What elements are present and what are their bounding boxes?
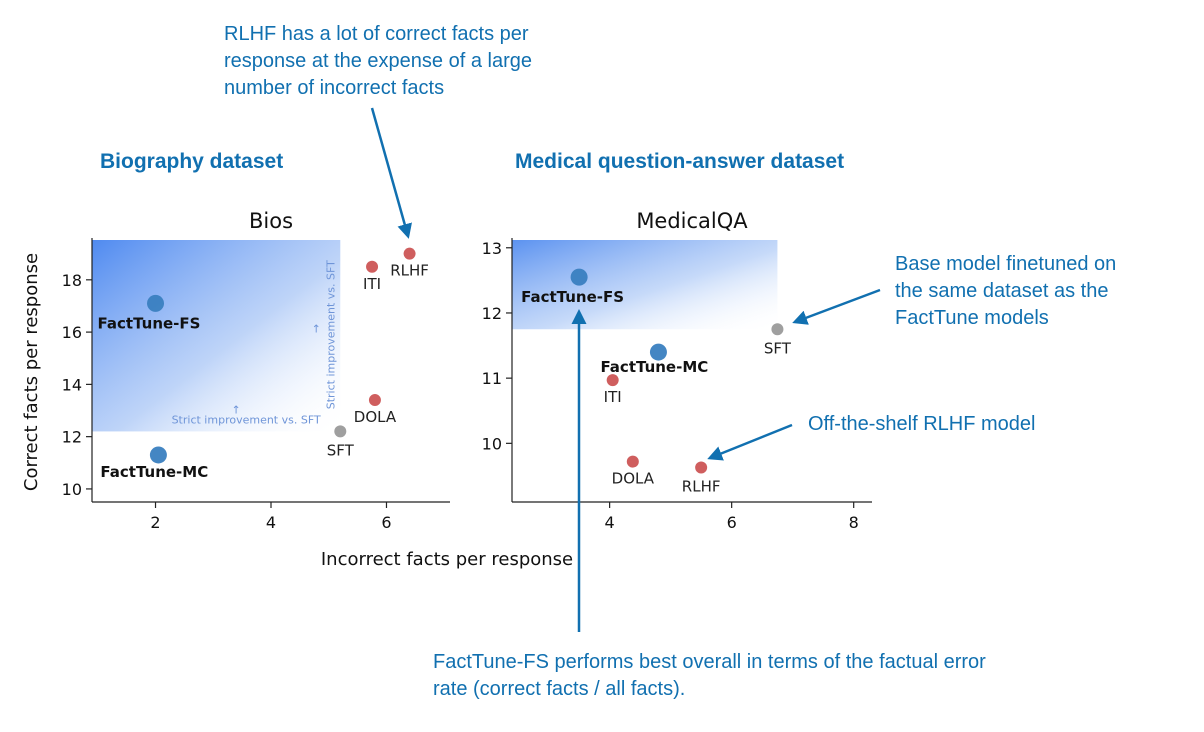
data-point-sft [334, 425, 347, 438]
data-point-facttune-mc [149, 446, 167, 464]
x-tick-label: 6 [727, 513, 737, 532]
y-tick-label: 12 [482, 304, 502, 323]
improvement-arrow: ↑ [232, 403, 241, 416]
y-tick-label: 14 [62, 375, 82, 394]
data-label-dola: DOLA [354, 408, 397, 426]
best-annotation-line: rate (correct facts / all facts). [433, 678, 685, 700]
y-tick-label: 12 [62, 428, 82, 447]
medqa-dataset-heading: Medical question-answer dataset [515, 150, 844, 173]
data-label-sft: SFT [764, 339, 792, 357]
medqa-chart: MedicalQA 4 6 8 10 11 12 13 FactTune-FS FactTune-… [482, 209, 872, 532]
plot-title: MedicalQA [636, 209, 748, 233]
data-label-dola: DOLA [612, 470, 655, 488]
improvement-region [512, 240, 778, 330]
plot-title: Bios [249, 209, 293, 233]
data-point-facttune-mc [649, 343, 667, 361]
y-tick-label: 10 [62, 480, 82, 499]
rlhf-annotation: RLHF has a lot of correct facts per resp… [224, 23, 538, 99]
data-label-facttune-mc: FactTune-MC [600, 358, 708, 376]
y-tick-label: 16 [62, 323, 82, 342]
x-tick-label: 4 [266, 513, 276, 532]
y-axis-label: Correct facts per response [21, 253, 42, 491]
data-label-facttune-fs: FactTune-FS [521, 288, 624, 306]
data-label-rlhf: RLHF [682, 477, 721, 495]
data-point-facttune-fs [147, 294, 165, 312]
rlhf-annotation-line: number of incorrect facts [224, 77, 444, 99]
rlhf-annotation-line: response at the expense of a large [224, 50, 532, 72]
y-tick-label: 18 [62, 271, 82, 290]
x-tick-label: 2 [150, 513, 160, 532]
data-point-rlhf [403, 247, 416, 260]
best-annotation: FactTune-FS performs best overall in ter… [433, 651, 991, 700]
data-label-rlhf: RLHF [390, 262, 429, 280]
y-tick-label: 10 [482, 434, 502, 453]
rlhf-annotation-line: RLHF has a lot of correct facts per [224, 23, 529, 45]
x-axis-label: Incorrect facts per response [321, 549, 573, 570]
data-point-iti [606, 374, 619, 387]
data-label-facttune-fs: FactTune-FS [98, 314, 201, 332]
improvement-region [92, 240, 341, 432]
best-annotation-line: FactTune-FS performs best overall in ter… [433, 651, 986, 673]
data-label-iti: ITI [363, 275, 381, 293]
sft-annotation-line: Base model finetuned on [895, 253, 1116, 275]
x-tick-label: 8 [849, 513, 859, 532]
x-tick-label: 6 [381, 513, 391, 532]
improvement-arrow: ↑ [312, 323, 321, 336]
improvement-label-vertical: Strict improvement vs. SFT [324, 260, 337, 409]
y-tick-label: 13 [482, 239, 502, 258]
data-label-sft: SFT [327, 441, 355, 459]
data-point-rlhf [695, 461, 708, 474]
data-point-iti [366, 260, 379, 273]
sft-annotation-line: the same dataset as the [895, 280, 1108, 302]
data-point-sft [771, 323, 784, 336]
data-point-facttune-fs [570, 268, 588, 286]
sft-annotation-line: FactTune models [895, 307, 1049, 329]
data-point-dola [368, 394, 381, 407]
x-tick-label: 4 [605, 513, 615, 532]
offshelf-arrow [707, 423, 793, 461]
y-tick-label: 11 [482, 369, 502, 388]
offshelf-annotation: Off-the-shelf RLHF model [808, 413, 1036, 435]
data-point-dola [626, 455, 639, 468]
sft-annotation: Base model finetuned on the same dataset… [895, 253, 1122, 329]
sft-arrow [792, 288, 881, 325]
bios-dataset-heading: Biography dataset [100, 150, 283, 173]
data-label-facttune-mc: FactTune-MC [100, 463, 208, 481]
data-label-iti: ITI [604, 388, 622, 406]
improvement-label-horizontal: Strict improvement vs. SFT [172, 413, 321, 426]
rlhf-arrow [370, 107, 412, 239]
